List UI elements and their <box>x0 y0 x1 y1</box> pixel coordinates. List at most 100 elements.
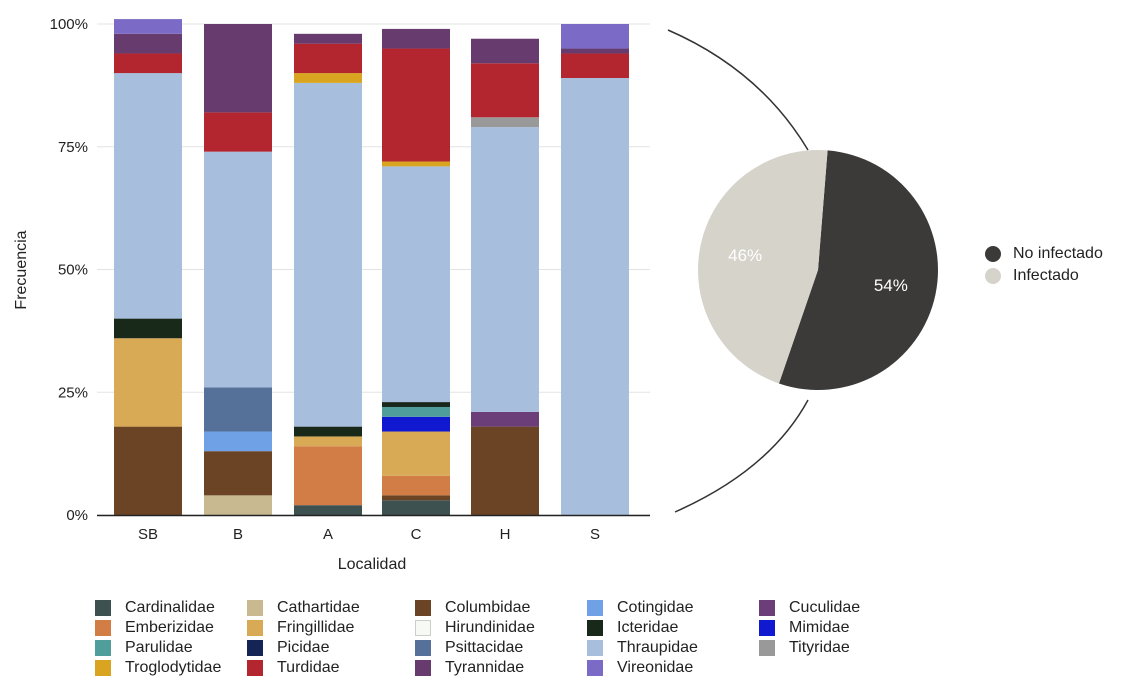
bar-segment <box>294 82 362 427</box>
legend-item: Turdidae <box>247 658 415 678</box>
pie-legend-item: No infectado <box>985 243 1103 265</box>
family-legend: Cardinalidae Cathartidae Columbidae Cotingi… <box>95 598 935 678</box>
bar-segment <box>471 426 539 515</box>
legend-item: Emberizidae <box>95 618 247 638</box>
legend-label: Cathartidae <box>277 599 360 616</box>
x-axis-title: Localidad <box>338 556 407 573</box>
bar-segment <box>382 431 450 476</box>
y-tick-label: 25% <box>58 384 88 401</box>
x-tick-label: A <box>323 526 333 543</box>
legend-item: Fringillidae <box>247 618 415 638</box>
bar-segment <box>294 446 362 506</box>
connector-arc-bottom <box>674 399 809 513</box>
pie-legend-item: Infectado <box>985 265 1103 287</box>
legend-item: Parulidae <box>95 638 247 658</box>
legend-swatch <box>95 620 111 636</box>
legend-dot <box>985 246 1001 262</box>
bar-segment <box>294 43 362 74</box>
legend-swatch <box>587 640 603 656</box>
legend-item: Cotingidae <box>587 598 759 618</box>
legend-item: Picidae <box>247 638 415 658</box>
legend-label: Cuculidae <box>789 599 861 616</box>
legend-swatch <box>587 660 603 676</box>
bar-segment <box>294 33 362 44</box>
pie-slice <box>697 149 828 384</box>
legend-swatch <box>415 660 431 676</box>
legend-swatch <box>587 620 603 636</box>
bar-segment <box>204 451 272 496</box>
legend-swatch <box>247 640 263 656</box>
bar-stack-SB <box>114 19 182 515</box>
legend-label: Columbidae <box>445 599 531 616</box>
connector-arc-top <box>667 29 809 151</box>
bar-segment <box>471 411 539 427</box>
bar-segment <box>204 431 272 452</box>
legend-label: Picidae <box>277 639 330 656</box>
legend-item: Hirundinidae <box>415 618 587 638</box>
legend-label: Vireonidae <box>617 659 694 676</box>
bar-segment <box>382 475 450 496</box>
bar-segment <box>294 436 362 447</box>
bar-segment <box>561 53 629 79</box>
bar-segment <box>561 78 629 515</box>
pie-legend-label: No infectado <box>1013 245 1103 262</box>
legend-item: Tityridae <box>759 638 899 658</box>
legend-swatch <box>95 600 111 616</box>
legend-swatch <box>247 600 263 616</box>
y-tick-label: 0% <box>66 507 88 524</box>
bar-segment <box>204 112 272 152</box>
bar-segment <box>204 495 272 515</box>
bar-segment <box>204 387 272 432</box>
legend-item: Cuculidae <box>759 598 899 618</box>
legend-swatch <box>415 620 431 636</box>
legend-item: Cardinalidae <box>95 598 247 618</box>
bar-segment <box>382 416 450 432</box>
bar-stack-A <box>294 33 362 515</box>
bar-segment <box>382 500 450 515</box>
bar-segment <box>471 127 539 412</box>
y-tick-labels: 0% 25% 50% 75% 100% <box>50 16 88 524</box>
legend-item: Thraupidae <box>587 638 759 658</box>
bar-segment <box>114 426 182 515</box>
bar-stack-C <box>382 28 450 515</box>
legend-dot <box>985 268 1001 284</box>
legend-item: Vireonidae <box>587 658 759 678</box>
bar-segment <box>471 117 539 128</box>
legend-label: Hirundinidae <box>445 619 535 636</box>
legend-label: Thraupidae <box>617 639 698 656</box>
legend-label: Mimidae <box>789 619 850 636</box>
legend-item: Mimidae <box>759 618 899 638</box>
stacked-bars <box>114 19 629 515</box>
legend-swatch <box>415 640 431 656</box>
pie-slice-label: 46% <box>728 246 762 265</box>
x-tick-label: H <box>500 526 511 543</box>
bar-segment <box>382 166 450 403</box>
bar-segment <box>114 73 182 319</box>
bar-segment <box>114 33 182 54</box>
bar-segment <box>382 28 450 49</box>
pie-legend-label: Infectado <box>1013 267 1079 284</box>
bar-segment <box>471 63 539 118</box>
legend-label: Cotingidae <box>617 599 694 616</box>
legend-label: Psittacidae <box>445 639 524 656</box>
legend-label: Icteridae <box>617 619 679 636</box>
legend-label: Tyrannidae <box>445 659 525 676</box>
legend-swatch <box>247 620 263 636</box>
bar-segment <box>294 73 362 83</box>
y-tick-label: 50% <box>58 262 88 279</box>
legend-label: Parulidae <box>125 639 193 656</box>
chart-area: 0% 25% 50% 75% 100% SB B A C H S Localidad Frecue… <box>13 16 938 573</box>
legend-label: Tityridae <box>789 639 850 656</box>
bar-segment <box>294 505 362 515</box>
bar-segment <box>114 338 182 427</box>
legend-swatch <box>759 620 775 636</box>
legend-swatch <box>587 600 603 616</box>
legend-swatch <box>759 640 775 656</box>
legend-item: Troglodytidae <box>95 658 247 678</box>
bar-segment <box>382 48 450 162</box>
bar-segment <box>561 24 629 49</box>
bar-segment <box>382 161 450 167</box>
bar-segment <box>204 151 272 388</box>
bar-segment <box>114 19 182 34</box>
pie-legend: No infectado Infectado <box>985 243 1103 287</box>
